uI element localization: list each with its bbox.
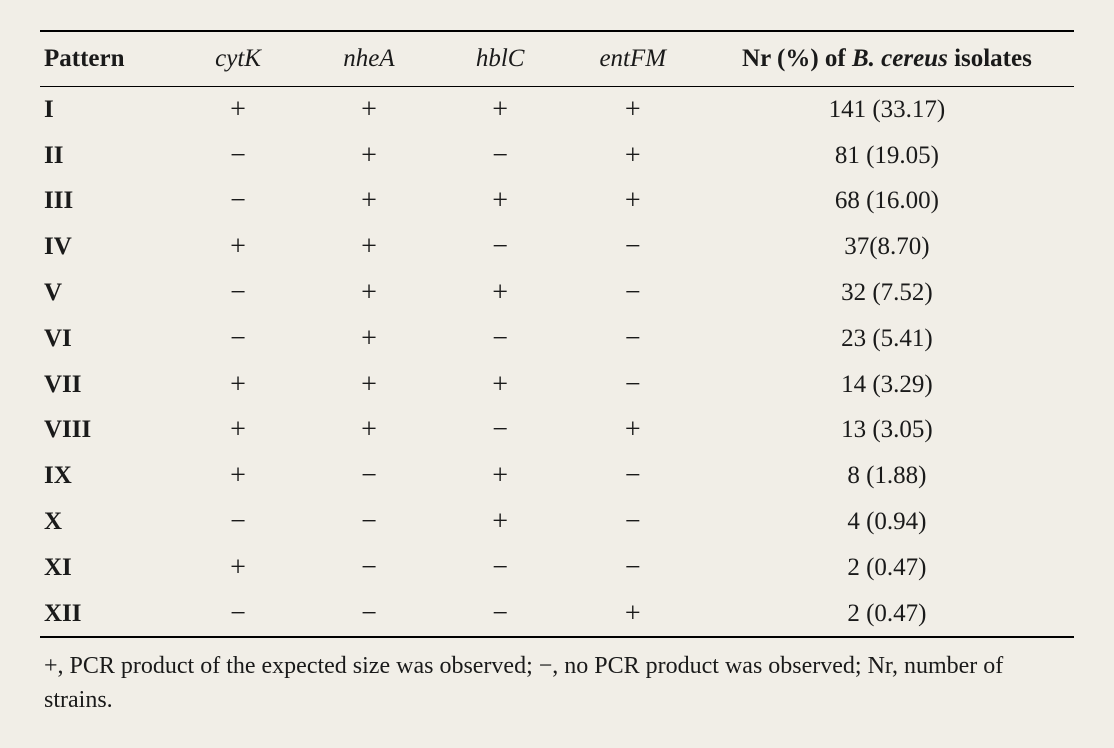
col-header-cytk: cytK [173,31,303,86]
cell-hblc: + [435,86,566,132]
table-row: V−++−32 (7.52) [40,270,1074,316]
cell-nhea: + [303,270,434,316]
cell-pattern: IV [40,224,173,270]
col-header-nhea: nheA [303,31,434,86]
cell-count: 81 (19.05) [700,133,1074,179]
cell-count: 141 (33.17) [700,86,1074,132]
cell-hblc: + [435,453,566,499]
col-header-entfm: entFM [566,31,700,86]
table-row: IX+−+−8 (1.88) [40,453,1074,499]
cell-count: 68 (16.00) [700,178,1074,224]
table-header-row: Pattern cytK nheA hblC entFM Nr (%) of B… [40,31,1074,86]
cell-pattern: VI [40,316,173,362]
cell-entfm: − [566,362,700,408]
cell-cytk: + [173,453,303,499]
cell-entfm: − [566,224,700,270]
cell-cytk: + [173,407,303,453]
cell-count: 13 (3.05) [700,407,1074,453]
cell-count: 37(8.70) [700,224,1074,270]
cell-count: 14 (3.29) [700,362,1074,408]
table-footnote: +, PCR product of the expected size was … [40,650,1074,717]
col-header-count: Nr (%) of B. cereus isolates [700,31,1074,86]
table-row: IV++−−37(8.70) [40,224,1074,270]
cell-hblc: − [435,224,566,270]
cell-entfm: − [566,453,700,499]
cell-pattern: IX [40,453,173,499]
cell-pattern: XII [40,591,173,638]
cell-entfm: − [566,316,700,362]
cell-pattern: III [40,178,173,224]
table-row: VII+++−14 (3.29) [40,362,1074,408]
cell-count: 2 (0.47) [700,545,1074,591]
cell-hblc: + [435,499,566,545]
cell-cytk: − [173,133,303,179]
cell-count: 2 (0.47) [700,591,1074,638]
cell-cytk: + [173,86,303,132]
cell-nhea: − [303,591,434,638]
table-row: VIII++−+13 (3.05) [40,407,1074,453]
table-row: XII−−−+2 (0.47) [40,591,1074,638]
cell-nhea: − [303,499,434,545]
cell-pattern: I [40,86,173,132]
table-body: I++++141 (33.17)II−+−+81 (19.05)III−+++6… [40,86,1074,637]
table-row: XI+−−−2 (0.47) [40,545,1074,591]
cell-entfm: − [566,270,700,316]
cell-count: 23 (5.41) [700,316,1074,362]
cell-entfm: + [566,86,700,132]
cell-entfm: + [566,133,700,179]
cell-nhea: + [303,133,434,179]
cell-cytk: − [173,591,303,638]
cell-pattern: II [40,133,173,179]
gene-pattern-table: Pattern cytK nheA hblC entFM Nr (%) of B… [40,30,1074,638]
table-row: III−+++68 (16.00) [40,178,1074,224]
cell-cytk: − [173,270,303,316]
cell-hblc: − [435,133,566,179]
cell-count: 8 (1.88) [700,453,1074,499]
cell-entfm: + [566,591,700,638]
cell-hblc: − [435,407,566,453]
cell-hblc: − [435,316,566,362]
cell-entfm: + [566,407,700,453]
cell-hblc: − [435,545,566,591]
cell-pattern: XI [40,545,173,591]
table-row: I++++141 (33.17) [40,86,1074,132]
count-species: B. cereus [852,45,948,72]
cell-pattern: X [40,499,173,545]
col-header-pattern: Pattern [40,31,173,86]
cell-entfm: − [566,545,700,591]
cell-entfm: − [566,499,700,545]
cell-hblc: + [435,178,566,224]
cell-pattern: VIII [40,407,173,453]
cell-nhea: − [303,453,434,499]
cell-entfm: + [566,178,700,224]
cell-count: 32 (7.52) [700,270,1074,316]
cell-pattern: VII [40,362,173,408]
table-row: II−+−+81 (19.05) [40,133,1074,179]
cell-cytk: − [173,499,303,545]
col-header-hblc: hblC [435,31,566,86]
cell-cytk: + [173,545,303,591]
cell-nhea: + [303,316,434,362]
count-prefix: Nr (%) of [742,45,852,72]
cell-count: 4 (0.94) [700,499,1074,545]
cell-nhea: + [303,362,434,408]
cell-pattern: V [40,270,173,316]
cell-cytk: + [173,224,303,270]
cell-cytk: − [173,316,303,362]
cell-cytk: + [173,362,303,408]
table-row: VI−+−−23 (5.41) [40,316,1074,362]
cell-nhea: + [303,86,434,132]
cell-nhea: + [303,178,434,224]
cell-hblc: + [435,362,566,408]
cell-nhea: + [303,407,434,453]
cell-cytk: − [173,178,303,224]
cell-nhea: − [303,545,434,591]
cell-hblc: − [435,591,566,638]
cell-hblc: + [435,270,566,316]
count-suffix: isolates [948,45,1032,72]
cell-nhea: + [303,224,434,270]
table-row: X−−+−4 (0.94) [40,499,1074,545]
